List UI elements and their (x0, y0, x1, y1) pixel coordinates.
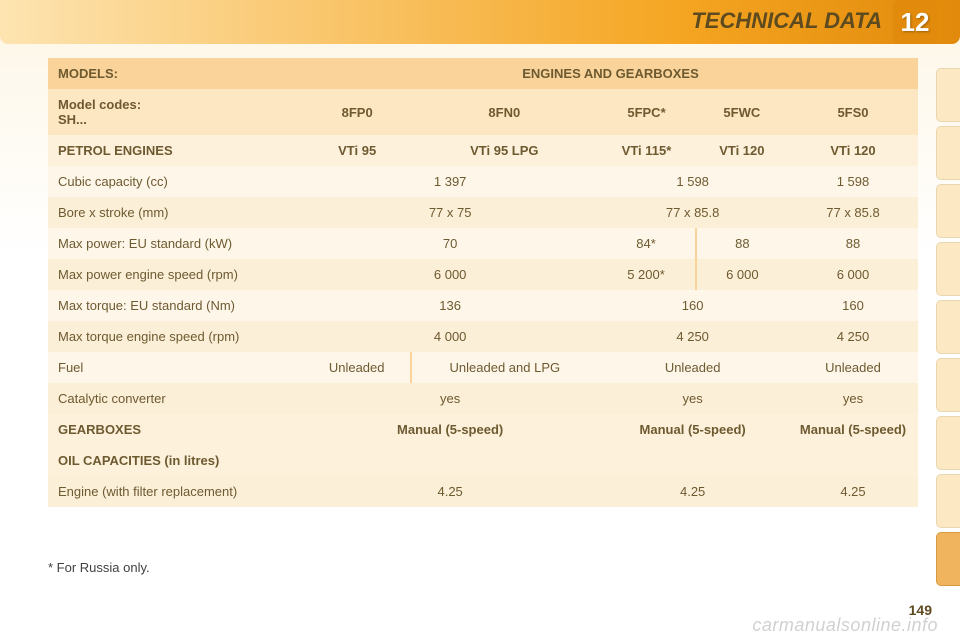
side-tab (936, 358, 960, 412)
petrol-c3: VTi 115* (597, 135, 695, 166)
code-c4: 5FWC (696, 89, 788, 135)
watermark: carmanualsonline.info (752, 615, 938, 636)
maxpowrpm-g1: 6 000 (303, 259, 597, 290)
side-tab (936, 184, 960, 238)
gearbox-label: GEARBOXES (48, 414, 303, 445)
petrol-c1: VTi 95 (303, 135, 411, 166)
side-tab (936, 68, 960, 122)
maxpowrpm-c3: 5 200* (597, 259, 695, 290)
side-tab (936, 242, 960, 296)
maxtorqrpm-g1: 4 000 (303, 321, 597, 352)
row-engine: Engine (with filter replacement) 4.25 4.… (48, 476, 918, 507)
maxtorq-label: Max torque: EU standard (Nm) (48, 290, 303, 321)
models-label: MODELS: (48, 58, 303, 89)
fuel-g2: Unleaded (597, 352, 788, 383)
technical-table: MODELS: ENGINES AND GEARBOXES Model code… (48, 58, 918, 507)
maxpowrpm-label: Max power engine speed (rpm) (48, 259, 303, 290)
maxpow-c3: 84* (597, 228, 695, 259)
maxtorq-c5: 160 (788, 290, 918, 321)
fuel-label: Fuel (48, 352, 303, 383)
bore-label: Bore x stroke (mm) (48, 197, 303, 228)
technical-table-wrap: MODELS: ENGINES AND GEARBOXES Model code… (48, 58, 918, 507)
side-tab-active (936, 532, 960, 586)
fuel-c5: Unleaded (788, 352, 918, 383)
row-cubic: Cubic capacity (cc) 1 397 1 598 1 598 (48, 166, 918, 197)
side-tab (936, 416, 960, 470)
footnote: * For Russia only. (48, 560, 150, 575)
row-codes: Model codes: SH... 8FP0 8FN0 5FPC* 5FWC … (48, 89, 918, 135)
fuel-c1: Unleaded (303, 352, 411, 383)
petrol-c5: VTi 120 (788, 135, 918, 166)
code-c2: 8FN0 (411, 89, 597, 135)
cat-g2: yes (597, 383, 788, 414)
engine-g1: 4.25 (303, 476, 597, 507)
cubic-g2: 1 598 (597, 166, 788, 197)
chapter-badge: 12 (893, 0, 937, 44)
side-tabs (936, 68, 960, 590)
cat-c5: yes (788, 383, 918, 414)
oilcap-g2 (597, 445, 788, 476)
side-tab (936, 474, 960, 528)
row-oilcap: OIL CAPACITIES (in litres) (48, 445, 918, 476)
row-bore: Bore x stroke (mm) 77 x 75 77 x 85.8 77 … (48, 197, 918, 228)
cubic-label: Cubic capacity (cc) (48, 166, 303, 197)
row-models: MODELS: ENGINES AND GEARBOXES (48, 58, 918, 89)
codes-label: Model codes: SH... (48, 89, 303, 135)
gearbox-g1: Manual (5-speed) (303, 414, 597, 445)
side-tab (936, 126, 960, 180)
fuel-c2: Unleaded and LPG (411, 352, 597, 383)
engine-c5: 4.25 (788, 476, 918, 507)
bore-c5: 77 x 85.8 (788, 197, 918, 228)
row-fuel: Fuel Unleaded Unleaded and LPG Unleaded … (48, 352, 918, 383)
code-c5: 5FS0 (788, 89, 918, 135)
maxpowrpm-c5: 6 000 (788, 259, 918, 290)
oilcap-label: OIL CAPACITIES (in litres) (48, 445, 303, 476)
oilcap-g1 (303, 445, 597, 476)
maxpowrpm-c4: 6 000 (696, 259, 788, 290)
row-gearbox: GEARBOXES Manual (5-speed) Manual (5-spe… (48, 414, 918, 445)
maxpow-label: Max power: EU standard (kW) (48, 228, 303, 259)
maxtorqrpm-c5: 4 250 (788, 321, 918, 352)
maxpow-g1: 70 (303, 228, 597, 259)
gearbox-g2: Manual (5-speed) (597, 414, 788, 445)
oilcap-c5 (788, 445, 918, 476)
cubic-g1: 1 397 (303, 166, 597, 197)
engine-label: Engine (with filter replacement) (48, 476, 303, 507)
maxtorqrpm-g2: 4 250 (597, 321, 788, 352)
side-tab (936, 300, 960, 354)
cat-g1: yes (303, 383, 597, 414)
maxtorq-g2: 160 (597, 290, 788, 321)
gearbox-c5: Manual (5-speed) (788, 414, 918, 445)
row-maxtorqrpm: Max torque engine speed (rpm) 4 000 4 25… (48, 321, 918, 352)
bore-g1: 77 x 75 (303, 197, 597, 228)
row-maxtorq: Max torque: EU standard (Nm) 136 160 160 (48, 290, 918, 321)
row-cat: Catalytic converter yes yes yes (48, 383, 918, 414)
petrol-c4: VTi 120 (696, 135, 788, 166)
models-value: ENGINES AND GEARBOXES (303, 58, 918, 89)
page-title: TECHNICAL DATA (691, 8, 882, 34)
cat-label: Catalytic converter (48, 383, 303, 414)
code-c1: 8FP0 (303, 89, 411, 135)
petrol-label: PETROL ENGINES (48, 135, 303, 166)
maxtorq-g1: 136 (303, 290, 597, 321)
row-maxpow: Max power: EU standard (kW) 70 84* 88 88 (48, 228, 918, 259)
row-maxpowrpm: Max power engine speed (rpm) 6 000 5 200… (48, 259, 918, 290)
row-petrol: PETROL ENGINES VTi 95 VTi 95 LPG VTi 115… (48, 135, 918, 166)
maxpow-c4: 88 (696, 228, 788, 259)
maxtorqrpm-label: Max torque engine speed (rpm) (48, 321, 303, 352)
engine-g2: 4.25 (597, 476, 788, 507)
petrol-c2: VTi 95 LPG (411, 135, 597, 166)
code-c3: 5FPC* (597, 89, 695, 135)
cubic-c5: 1 598 (788, 166, 918, 197)
maxpow-c5: 88 (788, 228, 918, 259)
bore-g2: 77 x 85.8 (597, 197, 788, 228)
